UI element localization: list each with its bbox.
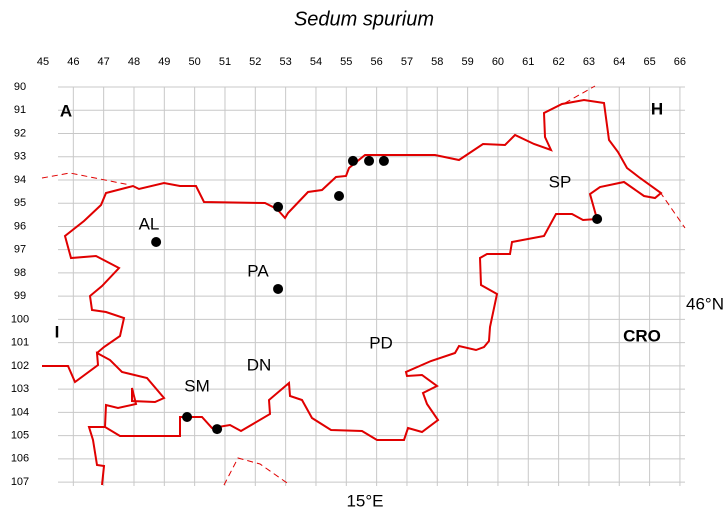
row-label: 98: [14, 267, 26, 279]
row-label: 100: [11, 313, 29, 325]
region-label: AL: [139, 214, 160, 233]
row-label: 91: [14, 104, 26, 116]
column-label: 48: [128, 56, 140, 68]
column-label: 56: [371, 56, 383, 68]
slovenia-border: [42, 98, 663, 441]
outer-borders: [41, 85, 686, 486]
grid: 45 46 47 48 49 50 51 52 53 54 55 56 57 58 59 60 61 62 63 64…: [11, 56, 686, 488]
region-label: PA: [247, 261, 269, 280]
country-label: A: [60, 101, 72, 120]
country-label: H: [651, 99, 663, 118]
row-label: 95: [14, 197, 26, 209]
record-dot: [334, 190, 345, 201]
region-label: PD: [369, 333, 393, 352]
borders: [42, 98, 663, 486]
column-label: 65: [643, 56, 655, 68]
border-strand: [87, 426, 106, 486]
column-label: 55: [340, 56, 352, 68]
country-label: I: [55, 322, 60, 341]
region-label: DN: [247, 355, 272, 374]
dashed-border: [41, 172, 131, 186]
column-label: 51: [219, 56, 231, 68]
column-label: 52: [249, 56, 261, 68]
records: [151, 155, 603, 435]
row-label: 107: [11, 476, 29, 488]
record-dot: [151, 237, 162, 248]
country-label: CRO: [623, 326, 661, 345]
row-label: 105: [11, 430, 29, 442]
column-label: 62: [552, 56, 564, 68]
column-label: 59: [461, 56, 473, 68]
map-title: Sedum spurium: [294, 8, 434, 30]
dashed-border: [564, 85, 596, 104]
row-label: 96: [14, 220, 26, 232]
record-dot: [364, 155, 375, 166]
row-label: 92: [14, 127, 26, 139]
row-label: 101: [11, 337, 29, 349]
latitude-label: 46°N: [686, 294, 724, 313]
column-label: 54: [310, 56, 322, 68]
row-label: 94: [14, 174, 26, 186]
record-dot: [212, 424, 223, 435]
region-label: SP: [549, 172, 572, 191]
record-dot: [378, 155, 389, 166]
column-label: 49: [158, 56, 170, 68]
longitude-label: 15°E: [346, 491, 383, 510]
row-label: 104: [11, 406, 29, 418]
record-dot: [273, 201, 284, 212]
row-label: 90: [14, 81, 26, 93]
column-label: 60: [492, 56, 504, 68]
row-label: 103: [11, 383, 29, 395]
column-label: 46: [67, 56, 79, 68]
dashed-border: [223, 457, 291, 486]
region-label: SM: [184, 376, 210, 395]
column-label: 57: [401, 56, 413, 68]
record-dot: [273, 283, 284, 294]
column-label: 53: [280, 56, 292, 68]
column-label: 47: [98, 56, 110, 68]
row-label: 99: [14, 290, 26, 302]
row-label: 106: [11, 453, 29, 465]
dashed-border: [659, 191, 686, 229]
column-label: 61: [522, 56, 534, 68]
row-label: 93: [14, 151, 26, 163]
column-label: 64: [613, 56, 625, 68]
record-dot: [347, 155, 358, 166]
row-label: 102: [11, 360, 29, 372]
record-dot: [182, 412, 193, 423]
column-label: 45: [37, 56, 49, 68]
row-label: 97: [14, 244, 26, 256]
column-label: 63: [583, 56, 595, 68]
column-label: 66: [674, 56, 686, 68]
column-label: 58: [431, 56, 443, 68]
record-dot: [592, 214, 603, 225]
column-label: 50: [189, 56, 201, 68]
